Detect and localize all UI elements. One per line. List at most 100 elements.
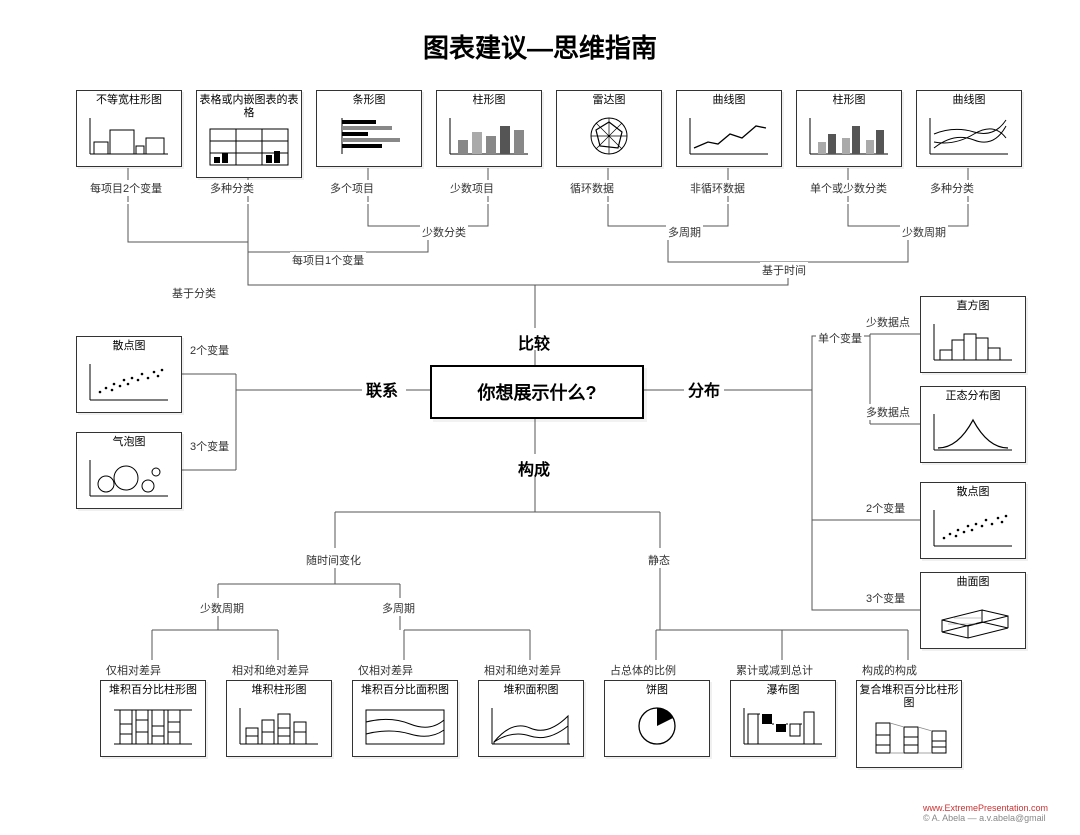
chart-card-title: 散点图 — [921, 483, 1025, 502]
bottom-leaf-toplabel: 累计或减到总计 — [734, 662, 815, 678]
right-branch-label: 单个变量 — [816, 330, 864, 346]
chart-card-line: 曲线图 — [676, 90, 782, 167]
right-edge-label: 多数据点 — [864, 404, 912, 420]
chart-thumb-columns2-icon — [803, 112, 895, 160]
direction-label: 分布 — [688, 377, 720, 401]
chart-thumb-columns-icon — [443, 112, 535, 160]
top-edge-label: 非循环数据 — [688, 180, 747, 196]
chart-card-title: 复合堆积百分比柱形图 — [857, 681, 961, 711]
chart-thumb-waterfall-icon — [737, 702, 829, 750]
chart-card-line2: 曲线图 — [916, 90, 1022, 167]
chart-card-title: 堆积面积图 — [479, 681, 583, 700]
right-edge-label: 3个变量 — [864, 590, 907, 606]
chart-thumb-hbar-icon — [323, 112, 415, 160]
chart-card-column2: 柱形图 — [796, 90, 902, 167]
top-edge-label: 循环数据 — [568, 180, 616, 196]
bottom-level1-label: 随时间变化 — [304, 552, 363, 568]
left-edge-label: 2个变量 — [188, 342, 231, 358]
chart-card-scatter: 散点图 — [76, 336, 182, 413]
center-question: 你想展示什么? — [430, 365, 644, 419]
chart-card-title: 雷达图 — [557, 91, 661, 110]
right-edge-label: 少数据点 — [864, 314, 912, 330]
chart-card-treemap: 复合堆积百分比柱形图 — [856, 680, 962, 768]
chart-thumb-scatter-icon — [927, 504, 1019, 552]
chart-thumb-varwidth-icon — [83, 112, 175, 160]
bottom-leaf-toplabel: 相对和绝对差异 — [482, 662, 563, 678]
chart-thumb-stacked100c-icon — [107, 702, 199, 750]
chart-card-table-embedded: 表格或内嵌图表的表格 — [196, 90, 302, 178]
top-edge-label: 少数项目 — [448, 180, 496, 196]
direction-label: 联系 — [366, 377, 398, 401]
chart-thumb-normal-icon — [927, 408, 1019, 456]
chart-card-title: 瀑布图 — [731, 681, 835, 700]
chart-card-scatter2: 散点图 — [920, 482, 1026, 559]
chart-thumb-area-icon — [485, 702, 577, 750]
chart-card-bar-h: 条形图 — [316, 90, 422, 167]
chart-card-column: 柱形图 — [436, 90, 542, 167]
footer-copyright: © A. Abela — a.v.abela@gmail — [923, 813, 1046, 823]
chart-card-radar: 雷达图 — [556, 90, 662, 167]
bottom-level2-label: 多周期 — [380, 600, 417, 616]
bottom-leaf-toplabel: 构成的构成 — [860, 662, 919, 678]
chart-thumb-stackedc-icon — [233, 702, 325, 750]
bottom-leaf-toplabel: 仅相对差异 — [104, 662, 163, 678]
chart-card-pie: 饼图 — [604, 680, 710, 757]
chart-card-title: 曲线图 — [917, 91, 1021, 110]
top-edge-label: 单个或少数分类 — [808, 180, 889, 196]
chart-card-title: 条形图 — [317, 91, 421, 110]
chart-card-title: 直方图 — [921, 297, 1025, 316]
chart-card-title: 曲线图 — [677, 91, 781, 110]
chart-card-title: 饼图 — [605, 681, 709, 700]
top-group-label: 少数周期 — [900, 224, 948, 240]
chart-thumb-tablechart-icon — [203, 123, 295, 171]
chart-thumb-line-icon — [683, 112, 775, 160]
chart-card-title: 正态分布图 — [921, 387, 1025, 406]
page-title: 图表建议—思维指南 — [0, 28, 1080, 65]
top-group-label: 每项目1个变量 — [290, 252, 366, 268]
bottom-level1-label: 静态 — [646, 552, 672, 568]
chart-card-stackedarea: 堆积面积图 — [478, 680, 584, 757]
chart-card-title: 散点图 — [77, 337, 181, 356]
direction-label: 构成 — [518, 456, 550, 480]
chart-card-title: 堆积百分比面积图 — [353, 681, 457, 700]
chart-thumb-bubble-icon — [83, 454, 175, 502]
chart-card-title: 曲面图 — [921, 573, 1025, 592]
chart-thumb-surface-icon — [927, 594, 1019, 642]
footer-url: www.ExtremePresentation.com — [923, 803, 1048, 813]
chart-card-var-width-bar: 不等宽柱形图 — [76, 90, 182, 167]
top-edge-label: 多种分类 — [208, 180, 256, 196]
chart-card-title: 柱形图 — [437, 91, 541, 110]
chart-card-surface: 曲面图 — [920, 572, 1026, 649]
chart-card-title: 柱形图 — [797, 91, 901, 110]
chart-thumb-radar-icon — [563, 112, 655, 160]
chart-thumb-scatter-icon — [83, 358, 175, 406]
bottom-level2-label: 少数周期 — [198, 600, 246, 616]
chart-thumb-pie-icon — [611, 702, 703, 750]
footer-credit: www.ExtremePresentation.com © A. Abela —… — [923, 803, 1048, 823]
top-edge-label: 多个项目 — [328, 180, 376, 196]
top-group-label: 基于时间 — [760, 262, 808, 278]
direction-label: 比较 — [518, 330, 550, 354]
right-edge-label: 2个变量 — [864, 500, 907, 516]
chart-card-title: 不等宽柱形图 — [77, 91, 181, 110]
chart-thumb-multiline-icon — [923, 112, 1015, 160]
chart-card-title: 表格或内嵌图表的表格 — [197, 91, 301, 121]
chart-card-stackedcol: 堆积柱形图 — [226, 680, 332, 757]
chart-thumb-histogram-icon — [927, 318, 1019, 366]
bottom-leaf-toplabel: 占总体的比例 — [608, 662, 678, 678]
chart-card-bubble: 气泡图 — [76, 432, 182, 509]
chart-thumb-area100-icon — [359, 702, 451, 750]
chart-card-histogram: 直方图 — [920, 296, 1026, 373]
bottom-leaf-toplabel: 仅相对差异 — [356, 662, 415, 678]
chart-card-stacked100area: 堆积百分比面积图 — [352, 680, 458, 757]
top-group-label: 基于分类 — [170, 285, 218, 301]
chart-card-title: 堆积百分比柱形图 — [101, 681, 205, 700]
top-edge-label: 每项目2个变量 — [88, 180, 164, 196]
top-group-label: 少数分类 — [420, 224, 468, 240]
top-edge-label: 多种分类 — [928, 180, 976, 196]
chart-card-title: 堆积柱形图 — [227, 681, 331, 700]
chart-card-title: 气泡图 — [77, 433, 181, 452]
chart-thumb-compound-icon — [863, 713, 955, 761]
chart-card-normal: 正态分布图 — [920, 386, 1026, 463]
chart-card-waterfall: 瀑布图 — [730, 680, 836, 757]
